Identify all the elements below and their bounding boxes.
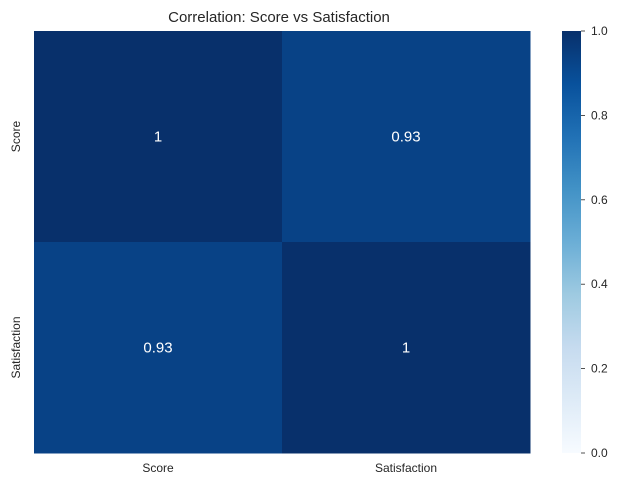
heatmap-cell <box>34 242 283 454</box>
colorbar-gradient <box>562 31 581 453</box>
colorbar-tick-label: 0.6 <box>591 193 608 207</box>
colorbar-tick-label: 0.0 <box>591 446 608 460</box>
y-tick-label: Score <box>9 121 23 153</box>
colorbar-tick-label: 0.4 <box>591 277 608 291</box>
heatmap-cell <box>282 31 531 243</box>
cell-value-label: 0.93 <box>391 129 420 146</box>
heatmap-cell-labels: 1 0.93 0.93 1 <box>143 129 420 357</box>
x-tick-label: Satisfaction <box>375 461 437 475</box>
heatmap-cell <box>34 31 283 243</box>
cell-value-label: 1 <box>402 340 410 357</box>
x-axis: Score Satisfaction <box>142 461 437 475</box>
chart-title: Correlation: Score vs Satisfaction <box>168 9 390 26</box>
colorbar-tick-label: 0.2 <box>591 362 608 376</box>
colorbar-tick-label: 1.0 <box>591 24 608 38</box>
heatmap-cell <box>282 242 531 454</box>
y-axis: Score Satisfaction <box>9 121 23 379</box>
heatmap-cells <box>34 31 531 454</box>
y-tick-label: Satisfaction <box>9 316 23 378</box>
colorbar: 0.0 0.2 0.4 0.6 0.8 1.0 <box>562 24 608 460</box>
cell-value-label: 1 <box>154 129 162 146</box>
colorbar-tick-label: 0.8 <box>591 108 608 122</box>
x-tick-label: Score <box>142 461 174 475</box>
cell-value-label: 0.93 <box>143 340 172 357</box>
